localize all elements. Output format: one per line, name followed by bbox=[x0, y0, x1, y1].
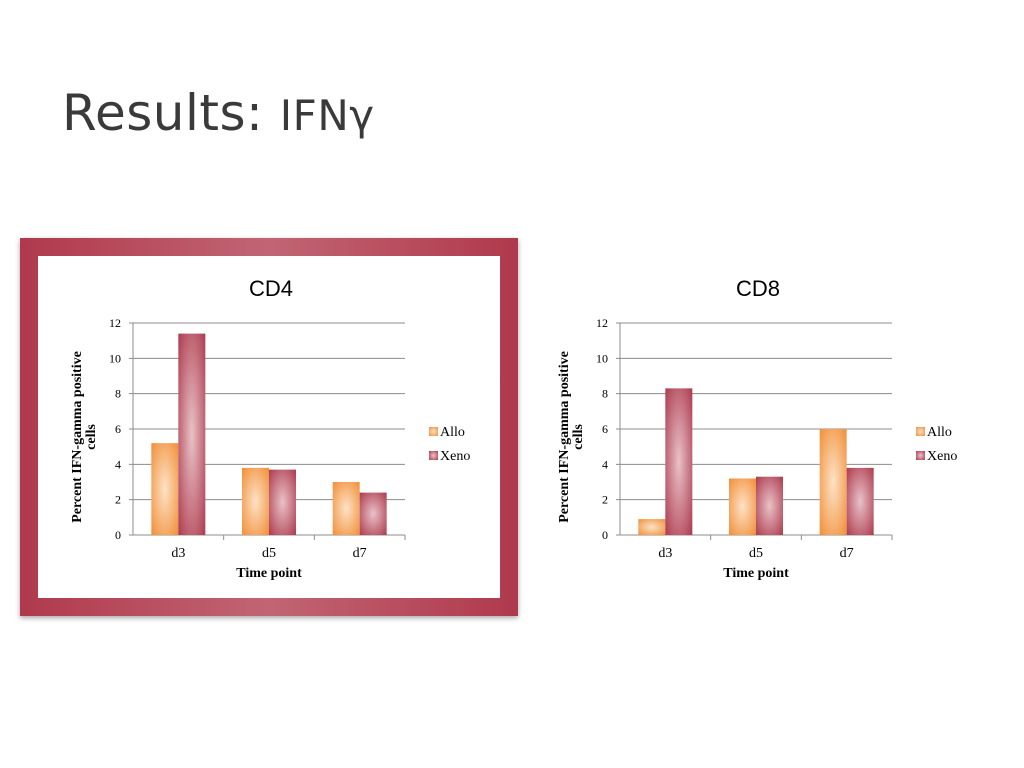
y-tick-label: 8 bbox=[602, 387, 608, 401]
slide-title: Results: IFNγ bbox=[62, 84, 375, 142]
x-tick-label: d5 bbox=[262, 546, 276, 561]
legend-label-allo: Allo bbox=[440, 425, 465, 440]
bar-allo-d7 bbox=[819, 429, 847, 535]
chart-title: CD8 bbox=[736, 276, 780, 301]
bar-xeno-d3 bbox=[178, 333, 206, 535]
y-tick-label: 2 bbox=[602, 493, 608, 507]
y-tick-label: 10 bbox=[596, 351, 608, 365]
legend-swatch-allo bbox=[429, 427, 438, 436]
chart-cd4-svg: CD4 0 2 4 6 8 10 12 d3 d5 d7 Time point Percent IFN-… bbox=[70, 276, 470, 581]
slide-title-accent: IFNγ bbox=[279, 91, 375, 140]
slide-title-main: Results: bbox=[62, 84, 280, 142]
y-tick-label: 4 bbox=[602, 457, 608, 471]
y-axis-label-line: Percent IFN-gamma positive bbox=[70, 351, 85, 523]
chart-cd4: CD4 0 2 4 6 8 10 12 d3 d5 d7 Time point Percent IFN-… bbox=[45, 260, 495, 600]
x-axis-label: Time point bbox=[236, 566, 302, 581]
bar-xeno-d5 bbox=[756, 476, 783, 535]
x-tick-label: d3 bbox=[658, 546, 672, 561]
x-tick-label: d7 bbox=[353, 546, 367, 561]
bar-allo-d3 bbox=[638, 519, 666, 535]
y-axis-label-line: cells bbox=[84, 424, 99, 450]
y-tick-label: 2 bbox=[115, 493, 121, 507]
y-tick-label: 0 bbox=[602, 528, 608, 542]
y-tick-label: 10 bbox=[109, 351, 121, 365]
legend-swatch-allo bbox=[916, 427, 925, 436]
y-tick-label: 0 bbox=[115, 528, 121, 542]
bar-allo-d5 bbox=[242, 467, 269, 535]
chart-title: CD4 bbox=[249, 276, 293, 301]
bar-allo-d7 bbox=[332, 482, 360, 535]
bar-xeno-d7 bbox=[846, 467, 874, 535]
y-tick-label: 6 bbox=[115, 422, 121, 436]
y-axis-label-line: Percent IFN-gamma positive bbox=[557, 351, 572, 523]
y-tick-label: 6 bbox=[602, 422, 608, 436]
bar-allo-d3 bbox=[151, 443, 179, 535]
x-tick-label: d5 bbox=[749, 546, 763, 561]
x-tick-label: d3 bbox=[171, 546, 185, 561]
y-axis-label-line: cells bbox=[571, 424, 586, 450]
bar-xeno-d5 bbox=[269, 469, 296, 535]
x-axis-label: Time point bbox=[723, 566, 789, 581]
legend-label-xeno: Xeno bbox=[440, 449, 470, 464]
legend-label-allo: Allo bbox=[927, 425, 952, 440]
bar-allo-d5 bbox=[729, 478, 756, 535]
y-tick-label: 8 bbox=[115, 387, 121, 401]
x-tick-label: d7 bbox=[840, 546, 854, 561]
y-axis-label: Percent IFN-gamma positive cells bbox=[557, 351, 586, 523]
legend-swatch-xeno bbox=[916, 451, 925, 460]
chart-cd8-svg: CD8 0 2 4 6 8 10 12 d3 d5 d7 Time point Percent IFN-… bbox=[557, 276, 957, 581]
bar-xeno-d7 bbox=[359, 492, 387, 535]
y-axis-label: Percent IFN-gamma positive cells bbox=[70, 351, 99, 523]
bar-xeno-d3 bbox=[665, 388, 693, 535]
y-tick-label: 4 bbox=[115, 457, 121, 471]
legend-label-xeno: Xeno bbox=[927, 449, 957, 464]
y-tick-label: 12 bbox=[109, 316, 121, 330]
legend-swatch-xeno bbox=[429, 451, 438, 460]
y-tick-label: 12 bbox=[596, 316, 608, 330]
chart-cd8: CD8 0 2 4 6 8 10 12 d3 d5 d7 Time point Percent IFN-… bbox=[532, 260, 982, 600]
